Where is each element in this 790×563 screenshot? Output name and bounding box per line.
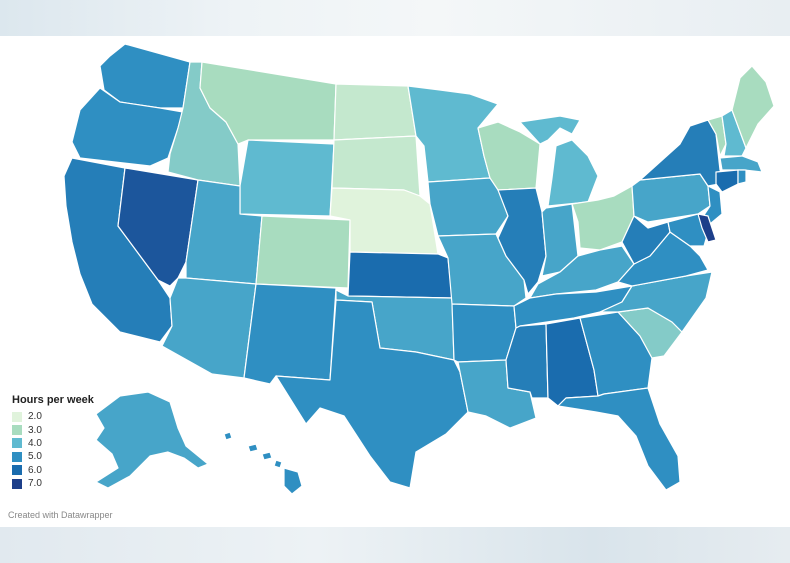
legend-item: 4.0 bbox=[12, 437, 94, 450]
legend-swatch bbox=[12, 465, 22, 476]
state-oregon[interactable] bbox=[71, 87, 184, 167]
legend-label: 5.0 bbox=[28, 451, 42, 463]
legend-label: 3.0 bbox=[28, 424, 42, 436]
state-maine[interactable] bbox=[731, 65, 775, 149]
state-florida[interactable] bbox=[557, 387, 681, 491]
legend-item: 2.0 bbox=[12, 410, 94, 423]
legend-swatch bbox=[12, 411, 22, 422]
state-south-dakota[interactable] bbox=[331, 135, 421, 197]
state-texas[interactable] bbox=[275, 299, 469, 489]
legend-label: 6.0 bbox=[28, 464, 42, 476]
state-connecticut[interactable] bbox=[715, 169, 739, 193]
state-alaska[interactable] bbox=[95, 391, 209, 489]
state-michigan[interactable] bbox=[519, 115, 599, 207]
top-background-band bbox=[0, 0, 790, 36]
bottom-background-band bbox=[0, 527, 790, 563]
state-arizona[interactable] bbox=[161, 277, 257, 379]
legend-item: 6.0 bbox=[12, 464, 94, 477]
state-massachusetts[interactable] bbox=[719, 155, 763, 173]
legend-item: 7.0 bbox=[12, 477, 94, 490]
state-vermont[interactable] bbox=[707, 115, 727, 157]
legend-swatch bbox=[12, 451, 22, 462]
legend-title: Hours per week bbox=[12, 394, 94, 406]
state-kansas[interactable] bbox=[347, 251, 453, 299]
legend-swatch bbox=[12, 425, 22, 436]
state-new-mexico[interactable] bbox=[243, 283, 337, 385]
us-map-svg bbox=[63, 43, 775, 495]
state-north-carolina[interactable] bbox=[599, 271, 713, 333]
state-arkansas[interactable] bbox=[451, 303, 517, 363]
legend-label: 2.0 bbox=[28, 411, 42, 423]
choropleth-map: Hours per week 2.0 3.0 4.0 5.0 6.0 7.0 C… bbox=[0, 36, 790, 527]
state-indiana[interactable] bbox=[541, 203, 579, 277]
state-colorado[interactable] bbox=[255, 215, 351, 289]
legend-label: 4.0 bbox=[28, 437, 42, 449]
state-wyoming[interactable] bbox=[239, 139, 335, 217]
state-delaware[interactable] bbox=[697, 213, 717, 243]
legend-swatch bbox=[12, 478, 22, 489]
legend-item: 5.0 bbox=[12, 450, 94, 463]
state-rhode-island[interactable] bbox=[737, 169, 747, 185]
legend-item: 3.0 bbox=[12, 423, 94, 436]
state-north-dakota[interactable] bbox=[333, 83, 417, 141]
state-hawaii[interactable] bbox=[223, 431, 303, 495]
legend-label: 7.0 bbox=[28, 478, 42, 490]
legend: Hours per week 2.0 3.0 4.0 5.0 6.0 7.0 bbox=[12, 394, 94, 490]
datawrapper-credit: Created with Datawrapper bbox=[8, 510, 113, 520]
state-new-york[interactable] bbox=[639, 119, 731, 187]
state-illinois[interactable] bbox=[497, 187, 547, 295]
legend-swatch bbox=[12, 438, 22, 449]
